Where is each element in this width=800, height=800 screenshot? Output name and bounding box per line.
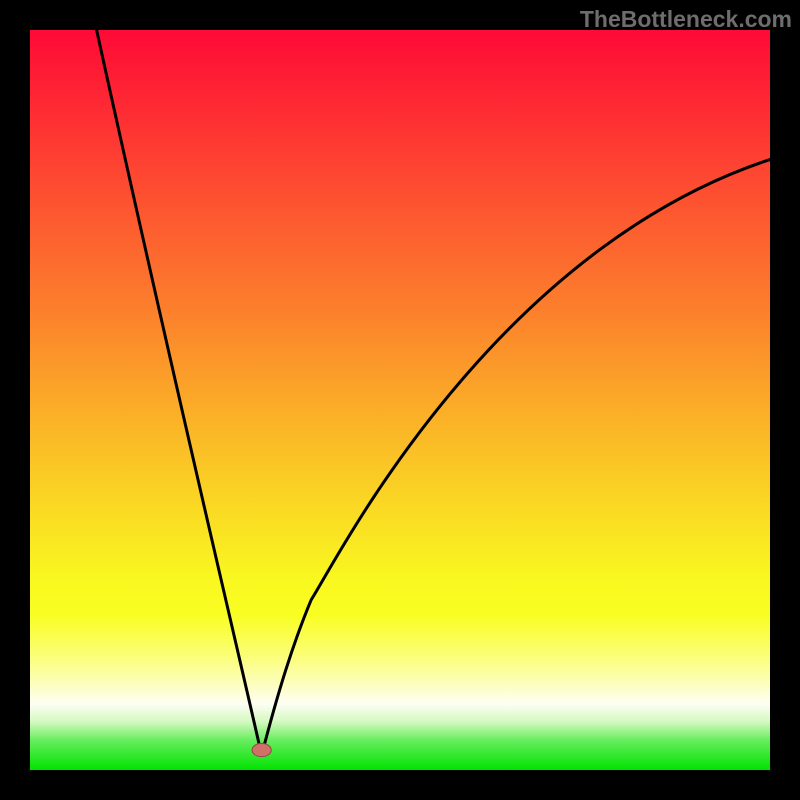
minimum-marker bbox=[252, 743, 271, 756]
plot-area bbox=[30, 30, 770, 770]
bottleneck-curve bbox=[30, 30, 770, 770]
watermark-text: TheBottleneck.com bbox=[580, 6, 792, 33]
curve-path bbox=[97, 30, 770, 755]
